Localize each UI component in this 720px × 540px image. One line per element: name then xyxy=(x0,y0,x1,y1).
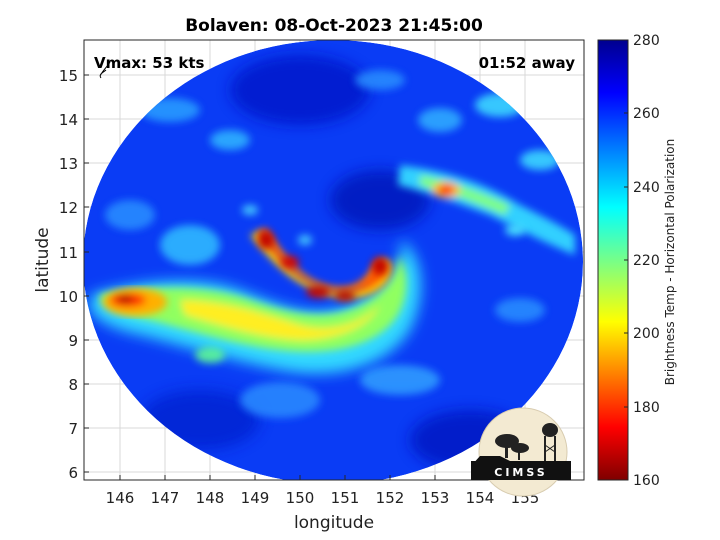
colorbar-tick-labels: 280 260 240 220 200 180 160 xyxy=(633,33,660,489)
colorbar-label: Brightness Temp - Horizontal Polarizatio… xyxy=(663,139,677,386)
figure-title: Bolaven: 08-Oct-2023 21:45:00 xyxy=(185,16,483,36)
y-tick-label: 11 xyxy=(59,244,78,262)
x-tick-label: 146 xyxy=(106,489,135,507)
storm-symbol-icon xyxy=(99,61,111,79)
colorbar-tick-label: 280 xyxy=(633,33,660,49)
colorbar-tick-label: 240 xyxy=(633,180,660,196)
y-tick-label: 13 xyxy=(59,155,78,173)
y-tick-labels: 15 14 13 12 11 10 9 8 7 6 xyxy=(59,67,78,482)
colorbar-tick-marks xyxy=(624,39,628,481)
x-tick-label: 153 xyxy=(421,489,450,507)
x-tick-labels: 146 147 148 149 150 151 152 153 154 155 xyxy=(106,489,540,507)
y-axis-label: latitude xyxy=(33,227,53,292)
colorbar-tick-label: 160 xyxy=(633,473,660,489)
x-tick-label: 154 xyxy=(466,489,495,507)
x-tick-label: 148 xyxy=(196,489,225,507)
cimss-logo-text: CIMSS xyxy=(494,466,547,479)
y-tick-label: 8 xyxy=(68,376,78,394)
x-tick-label: 151 xyxy=(331,489,360,507)
colorbar-tick-label: 260 xyxy=(633,106,660,122)
colorbar-tick-label: 200 xyxy=(633,326,660,342)
colorbar xyxy=(597,39,629,481)
x-tick-label: 147 xyxy=(151,489,180,507)
plot-frame xyxy=(83,39,585,481)
x-tick-label: 150 xyxy=(286,489,315,507)
colorbar-tick-label: 180 xyxy=(633,400,660,416)
y-tick-label: 14 xyxy=(59,111,78,129)
y-tick-label: 6 xyxy=(68,464,78,482)
y-tick-label: 15 xyxy=(59,67,78,85)
x-tick-label: 152 xyxy=(376,489,405,507)
x-axis-label: longitude xyxy=(294,513,374,533)
vmax-label: Vmax: 53 kts xyxy=(94,54,204,72)
y-tick-label: 12 xyxy=(59,199,78,217)
y-tick-label: 9 xyxy=(68,332,78,350)
colorbar-tick-label: 220 xyxy=(633,253,660,269)
y-tick-label: 10 xyxy=(59,288,78,306)
x-tick-label: 149 xyxy=(241,489,270,507)
y-tick-label: 7 xyxy=(68,420,78,438)
cimss-logo: CIMSS xyxy=(471,407,571,497)
time-away-label: 01:52 away xyxy=(479,54,576,72)
